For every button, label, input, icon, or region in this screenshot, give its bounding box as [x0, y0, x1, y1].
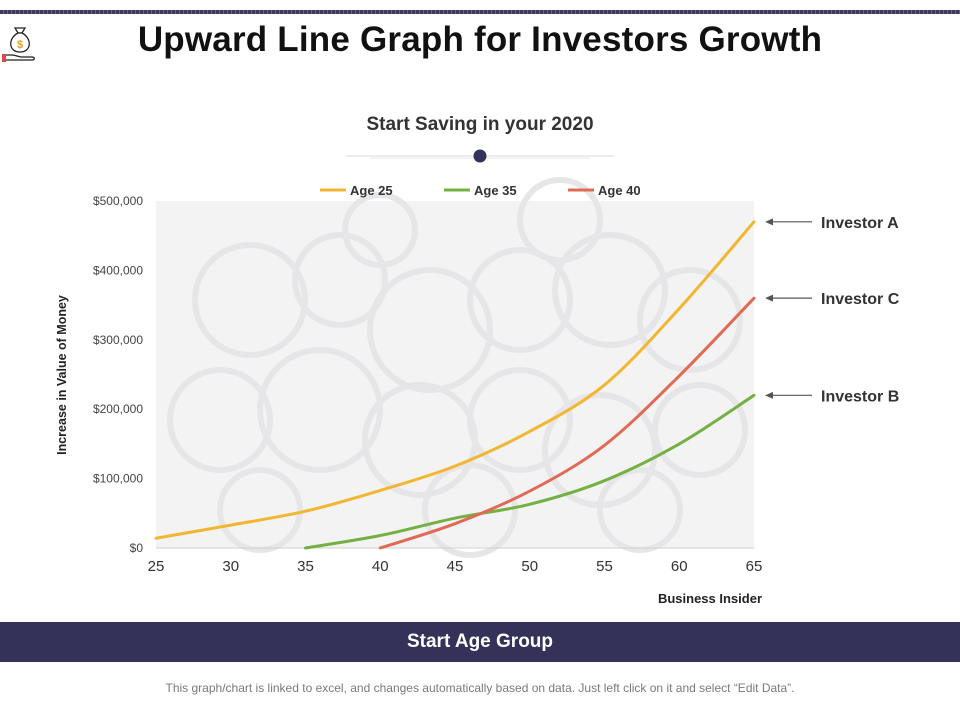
- coin-texture: [552, 232, 668, 348]
- slider-dot: [473, 149, 487, 163]
- annotation-investor-a: Investor A: [821, 215, 899, 232]
- svg-text:$: $: [17, 39, 23, 51]
- y-tick-label: $500,000: [93, 194, 143, 208]
- coin-texture: [597, 467, 683, 553]
- annotation-arrowhead-investor-c: [765, 294, 773, 302]
- x-tick-label: 60: [671, 558, 688, 575]
- slider-decoration: [346, 149, 614, 163]
- money-bag-hand-icon: $: [2, 27, 35, 62]
- legend-label-age-25: Age 25: [350, 183, 393, 198]
- x-tick-label: 35: [297, 558, 314, 575]
- legend-label-age-35: Age 35: [474, 183, 517, 198]
- footnote: This graph/chart is linked to excel, and…: [165, 681, 795, 695]
- coin-texture: [467, 247, 573, 353]
- start-age-group-banner: Start Age Group: [0, 622, 960, 662]
- x-tick-label: 40: [372, 558, 389, 575]
- x-tick-label: 25: [148, 558, 165, 575]
- chart-title: Start Saving in your 2020: [366, 114, 594, 135]
- series-line-age-40: [378, 296, 756, 550]
- y-tick-label: $200,000: [93, 402, 143, 416]
- annotation-investor-b: Investor B: [821, 388, 899, 405]
- x-tick-label: 30: [222, 558, 239, 575]
- x-tick-label: 55: [596, 558, 613, 575]
- line-chart: $0 $100,000 $200,000 $300,000 $400,000 $500,0…: [55, 177, 900, 606]
- coin-texture: [167, 367, 273, 473]
- series-line-age-35: [304, 393, 756, 550]
- series-line-age-25: [154, 220, 756, 540]
- coin-texture: [217, 467, 303, 553]
- coin-texture: [517, 177, 603, 263]
- coin-texture: [342, 192, 418, 268]
- coin-texture: [467, 367, 573, 473]
- coin-texture: [257, 347, 383, 473]
- y-tick-label: $300,000: [93, 333, 143, 347]
- x-axis-label: Business Insider: [658, 591, 762, 606]
- coin-texture: [422, 462, 518, 558]
- annotation-arrowhead-investor-b: [765, 391, 773, 399]
- annotation-arrowhead-investor-a: [765, 218, 773, 226]
- coin-texture: [652, 382, 748, 478]
- x-tick-label: 45: [447, 558, 464, 575]
- y-axis-label: Increase in Value of Money: [55, 295, 69, 455]
- y-tick-label: $400,000: [93, 263, 143, 277]
- coin-texture: [637, 267, 743, 373]
- coin-texture: [367, 267, 493, 393]
- x-tick-label: 65: [746, 558, 763, 575]
- x-tick-label: 50: [521, 558, 538, 575]
- legend-label-age-40: Age 40: [598, 183, 641, 198]
- annotation-investor-c: Investor C: [821, 291, 900, 308]
- y-tick-label: $0: [130, 541, 144, 555]
- coin-texture: [292, 232, 388, 328]
- page-title: Upward Line Graph for Investors Growth: [137, 20, 823, 59]
- top-border-rule: [0, 10, 960, 14]
- coin-texture: [192, 242, 308, 358]
- y-tick-label: $100,000: [93, 472, 143, 486]
